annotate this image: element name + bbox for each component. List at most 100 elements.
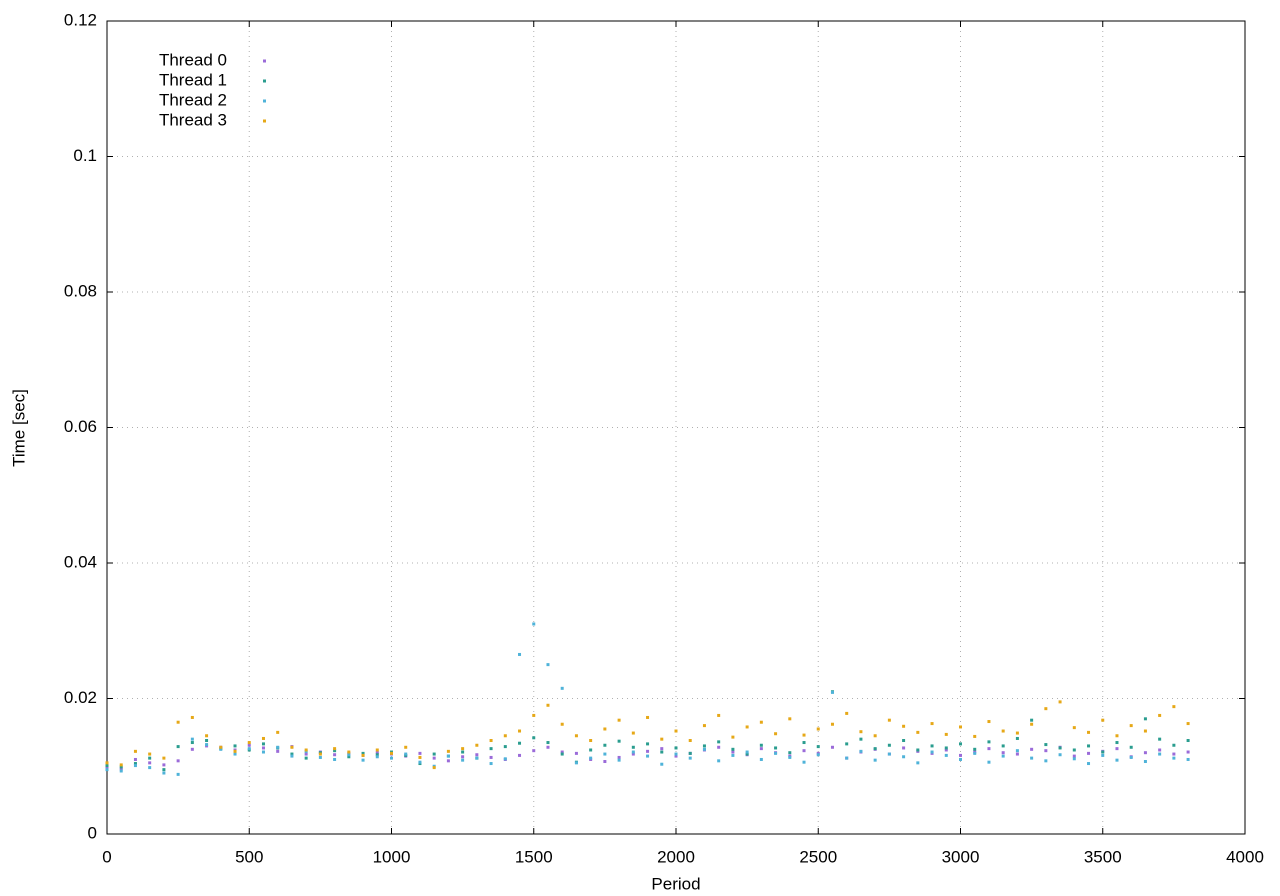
data-point: [674, 729, 678, 733]
data-point: [973, 747, 977, 751]
data-point: [532, 749, 536, 753]
x-tick-label: 0: [102, 847, 111, 866]
data-point: [105, 766, 109, 770]
data-point: [759, 743, 763, 747]
data-point: [190, 741, 194, 745]
data-point: [560, 722, 564, 726]
data-point: [731, 747, 735, 751]
data-point: [660, 762, 664, 766]
data-point: [1030, 722, 1034, 726]
data-point: [631, 752, 635, 756]
data-point: [1015, 731, 1019, 735]
y-tick-label: 0.04: [64, 552, 97, 571]
y-tick-label: 0.1: [73, 146, 97, 165]
data-point: [318, 755, 322, 759]
legend-marker: [263, 119, 266, 123]
data-point: [518, 652, 522, 656]
data-point: [646, 742, 650, 746]
data-point: [148, 761, 152, 765]
data-point: [802, 749, 806, 753]
data-point: [944, 732, 948, 736]
data-point: [148, 756, 152, 760]
data-point: [1186, 739, 1190, 743]
data-point: [503, 734, 507, 738]
data-point: [105, 768, 109, 772]
data-point: [802, 760, 806, 764]
data-point: [1087, 744, 1091, 748]
y-tick-label: 0.02: [64, 688, 97, 707]
data-point: [347, 755, 351, 759]
data-point: [176, 720, 180, 724]
data-point: [489, 739, 493, 743]
data-point: [859, 749, 863, 753]
data-point: [1158, 752, 1162, 756]
data-point: [574, 734, 578, 738]
data-point: [1172, 752, 1176, 756]
data-point: [617, 718, 621, 722]
data-point: [432, 756, 436, 760]
data-point: [959, 742, 962, 746]
data-point: [1115, 734, 1119, 738]
data-point: [375, 748, 379, 752]
data-point: [959, 757, 962, 761]
x-tick-label: 2000: [657, 847, 695, 866]
data-point: [887, 743, 891, 747]
legend-label: Thread 1: [159, 70, 227, 89]
data-point: [133, 749, 137, 753]
data-point: [133, 757, 137, 761]
data-point: [347, 753, 351, 757]
data-point: [1143, 729, 1147, 733]
data-point: [788, 751, 792, 755]
data-point: [432, 766, 436, 770]
data-point: [930, 744, 934, 748]
data-point: [688, 751, 692, 755]
data-point: [418, 751, 422, 755]
data-point: [503, 757, 507, 761]
data-point: [475, 743, 479, 747]
data-point: [887, 752, 891, 756]
data-point: [745, 752, 749, 756]
data-point: [119, 767, 123, 771]
data-point: [1001, 751, 1005, 755]
data-point: [333, 753, 337, 757]
data-point: [1101, 750, 1105, 754]
data-point: [646, 749, 650, 753]
y-tick-label: 0.08: [64, 281, 97, 300]
data-point: [1044, 707, 1048, 711]
data-point: [589, 739, 593, 743]
data-point: [902, 755, 906, 759]
data-point: [589, 756, 593, 760]
data-point: [916, 748, 920, 752]
data-point: [688, 756, 692, 760]
data-point: [930, 722, 934, 726]
y-axis-label: Time [sec]: [9, 389, 28, 467]
data-point: [503, 745, 507, 749]
data-point: [176, 772, 180, 776]
x-tick-label: 2500: [799, 847, 837, 866]
data-point: [375, 755, 379, 759]
data-point: [802, 741, 806, 745]
data-point: [617, 755, 621, 759]
data-point: [987, 740, 991, 744]
data-point: [390, 756, 393, 760]
data-point: [333, 747, 337, 751]
data-point: [148, 752, 152, 756]
data-point: [774, 746, 778, 750]
data-point: [418, 760, 422, 764]
data-point: [717, 740, 721, 744]
data-point: [176, 759, 180, 763]
data-point: [1115, 741, 1119, 745]
data-point: [1001, 744, 1005, 748]
data-point: [617, 758, 621, 762]
data-point: [617, 739, 621, 743]
data-point: [404, 752, 408, 756]
data-point: [887, 718, 891, 722]
data-point: [702, 724, 706, 728]
data-point: [830, 690, 834, 694]
data-point: [162, 763, 166, 767]
plot-border: [106, 20, 1246, 835]
data-point: [518, 753, 522, 757]
data-point: [1072, 748, 1076, 752]
data-point: [674, 754, 678, 758]
